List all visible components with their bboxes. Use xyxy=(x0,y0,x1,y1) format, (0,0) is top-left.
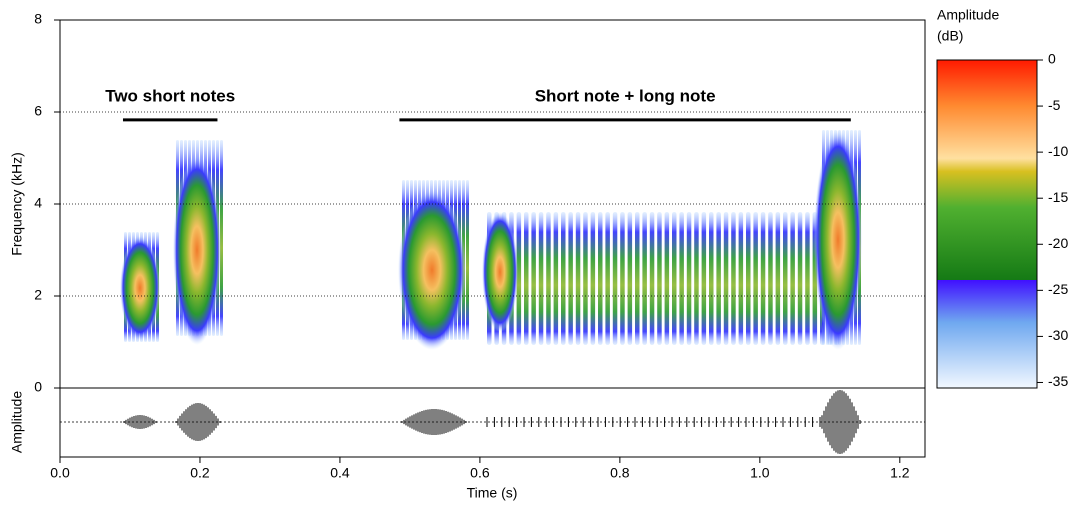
harmonic-stripe xyxy=(220,140,223,336)
y-tick-label: 6 xyxy=(34,103,42,119)
harmonic-stripe xyxy=(753,212,758,345)
harmonic-stripe xyxy=(709,212,714,345)
harmonic-stripe xyxy=(590,212,596,345)
x-tick-label: 1.2 xyxy=(890,465,910,481)
x-tick-label: 0.2 xyxy=(190,465,210,481)
x-tick-label: 0.8 xyxy=(610,465,630,481)
spectrogram xyxy=(120,130,862,350)
harmonic-stripe xyxy=(790,212,795,345)
harmonic-stripe xyxy=(738,212,744,345)
colorbar-tick-label: 0 xyxy=(1048,51,1056,67)
harmonic-stripe xyxy=(598,212,603,345)
harmonic-stripe xyxy=(672,212,677,345)
note-blob xyxy=(814,130,862,350)
x-tick-label: 0.6 xyxy=(470,465,490,481)
y-axis-label: Frequency (kHz) xyxy=(9,152,25,255)
colorbar-tick-label: -20 xyxy=(1048,235,1068,251)
y2-axis-label: Amplitude xyxy=(9,391,25,453)
harmonic-stripe xyxy=(716,212,721,345)
colorbar-tick-label: -35 xyxy=(1048,373,1068,389)
harmonic-stripe xyxy=(546,212,551,345)
harmonic-stripe xyxy=(664,212,670,345)
annotation: Two short notes xyxy=(105,86,235,105)
colorbar-title: (dB) xyxy=(937,28,963,44)
y-tick-label: 2 xyxy=(34,287,42,303)
colorbar-title: Amplitude xyxy=(937,7,999,23)
harmonic-stripe xyxy=(635,212,640,345)
harmonic-stripe xyxy=(731,212,736,345)
colorbar xyxy=(936,59,1038,389)
x-tick-label: 0.4 xyxy=(330,465,350,481)
harmonic-stripe xyxy=(575,212,581,345)
harmonic-stripe xyxy=(531,212,536,345)
harmonic-stripe xyxy=(538,212,544,345)
harmonic-stripe xyxy=(701,212,707,345)
harmonic-stripe xyxy=(694,212,699,345)
harmonic-stripe xyxy=(620,212,625,345)
harmonic-stripe xyxy=(466,180,469,340)
note-blob xyxy=(398,190,466,350)
harmonic-stripe xyxy=(649,212,655,345)
harmonic-stripe xyxy=(642,212,647,345)
colorbar-tick-label: -25 xyxy=(1048,281,1068,297)
note-blob xyxy=(173,155,221,345)
harmonic-stripe xyxy=(679,212,684,345)
harmonic-stripe xyxy=(568,212,573,345)
colorbar-tick-label: -5 xyxy=(1048,97,1061,113)
colorbar-tick-label: -10 xyxy=(1048,143,1068,159)
note-blob xyxy=(482,212,518,332)
colorbar-tick-label: -30 xyxy=(1048,327,1068,343)
y-tick-label: 4 xyxy=(34,195,42,211)
harmonic-stripe xyxy=(797,212,803,345)
colorbar-tick-label: -15 xyxy=(1048,189,1068,205)
harmonic-stripe xyxy=(746,212,751,345)
x-tick-label: 0.0 xyxy=(50,465,70,481)
y-tick-label: 8 xyxy=(34,11,42,27)
harmonic-stripe xyxy=(760,212,766,345)
harmonic-stripe xyxy=(524,212,529,345)
harmonic-stripe xyxy=(723,212,729,345)
annotation: Short note + long note xyxy=(535,86,716,105)
harmonic-stripe xyxy=(612,212,618,345)
x-tick-label: 1.0 xyxy=(750,465,770,481)
harmonic-stripe xyxy=(583,212,588,345)
harmonic-stripe xyxy=(768,212,773,345)
harmonic-stripe xyxy=(553,212,559,345)
note-blob xyxy=(120,236,160,340)
harmonic-stripe xyxy=(561,212,566,345)
harmonic-stripe xyxy=(657,212,662,345)
harmonic-stripe xyxy=(686,212,692,345)
harmonic-stripe xyxy=(805,212,810,345)
y-tick-label: 0 xyxy=(34,379,42,395)
harmonic-stripe xyxy=(783,212,788,345)
x-axis-label: Time (s) xyxy=(467,485,518,501)
harmonic-stripe xyxy=(605,212,610,345)
harmonic-stripe xyxy=(516,212,522,345)
harmonic-stripe xyxy=(775,212,781,345)
plot-frame xyxy=(59,19,926,458)
harmonic-stripe xyxy=(627,212,633,345)
